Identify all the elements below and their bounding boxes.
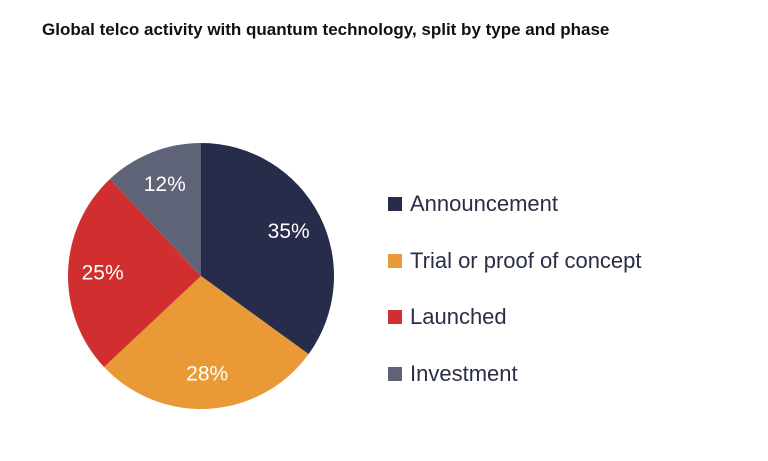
legend-label-investment: Investment [410,360,518,386]
legend-item-announcement[interactable]: Announcement [388,176,642,233]
pie-slice-investment[interactable] [109,143,201,276]
legend-item-trial-or-proof-of-concept[interactable]: Trial or proof of concept [388,233,642,290]
pie-label-trial-or-proof-of-concept: 28% [186,363,228,386]
legend-label-launched: Launched [410,304,507,330]
legend-item-launched[interactable]: Launched [388,289,642,346]
legend-swatch-announcement [388,197,402,212]
legend-swatch-launched [388,310,402,325]
pie-label-announcement: 35% [268,220,310,243]
legend-label-trial-or-proof-of-concept: Trial or proof of concept [410,247,642,273]
pie-slice-launched[interactable] [68,179,201,368]
pie-slice-announcement[interactable] [201,143,334,355]
pie-label-investment: 12% [144,173,186,196]
legend-label-announcement: Announcement [410,191,558,217]
pie-label-launched: 25% [82,261,124,284]
legend-item-investment[interactable]: Investment [388,346,642,403]
pie-slices [68,143,334,410]
legend-swatch-investment [388,366,402,381]
legend: Announcement Trial or proof of concept L… [388,176,642,402]
pie-slice-trial-or-proof-of-concept[interactable] [104,276,309,410]
pie-slice-labels: 35% 28% 25% 12% [82,173,310,386]
legend-swatch-trial-or-proof-of-concept [388,253,402,268]
chart-title: Global telco activity with quantum techn… [42,20,610,39]
